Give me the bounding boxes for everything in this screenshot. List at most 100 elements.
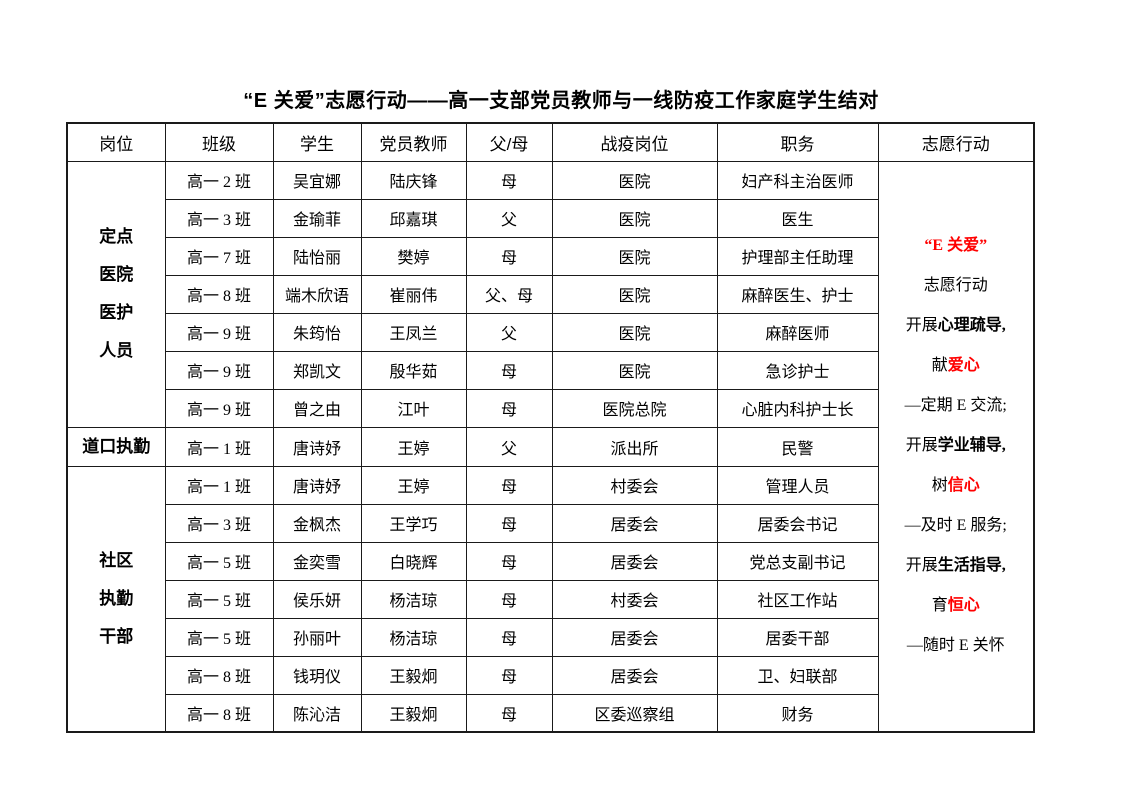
- cell-class: 高一 5 班: [164, 541, 274, 581]
- cell-parent: 母: [465, 541, 553, 581]
- volunteer-text: 育: [931, 597, 948, 615]
- cell-duty: 民警: [716, 426, 879, 467]
- cell-teacher: 白晓辉: [360, 541, 467, 581]
- col-header-position: 岗位: [66, 122, 166, 162]
- cell-duty: 党总支副书记: [716, 541, 879, 581]
- cell-post: 医院: [551, 350, 718, 390]
- cell-class: 高一 3 班: [164, 198, 274, 238]
- col-header-class: 班级: [164, 122, 274, 162]
- cell-parent: 母: [465, 655, 553, 695]
- col-header-parent: 父/母: [465, 122, 553, 162]
- group-label: 社区 执勤 干部: [99, 550, 134, 646]
- volunteer-line: 献爱心: [879, 346, 1033, 386]
- cell-duty: 妇产科主治医师: [716, 160, 879, 200]
- cell-duty: 麻醉医生、护士: [716, 274, 879, 314]
- cell-parent: 父: [465, 312, 553, 352]
- cell-student: 金枫杰: [272, 503, 362, 543]
- volunteer-line: 志愿行动: [879, 266, 1033, 306]
- cell-class: 高一 1 班: [164, 426, 274, 467]
- cell-duty: 心脏内科护士长: [716, 388, 879, 428]
- cell-teacher: 殷华茹: [360, 350, 467, 390]
- cell-teacher: 王毅炯: [360, 693, 467, 733]
- cell-teacher: 王毅炯: [360, 655, 467, 695]
- volunteer-text-bold: 学业辅导,: [937, 437, 1006, 455]
- volunteer-text: —及时 E 服务;: [904, 517, 1007, 535]
- cell-class: 高一 1 班: [164, 465, 274, 505]
- pairing-table: 岗位 班级 学生 党员教师 父/母 战疫岗位 职务 志愿行动 定点 医院 医护 …: [66, 122, 1035, 733]
- table-row: 高一 8 班 陈沁洁 王毅炯 母 区委巡察组 财务: [67, 693, 1034, 733]
- cell-student: 曾之由: [272, 388, 362, 428]
- table-header-row: 岗位 班级 学生 党员教师 父/母 战疫岗位 职务 志愿行动: [66, 122, 1035, 162]
- table-row: 高一 5 班 孙丽叶 杨洁琼 母 居委会 居委干部: [67, 617, 1034, 657]
- group-label: 定点 医院 医护 人员: [99, 227, 134, 360]
- cell-class: 高一 8 班: [164, 274, 274, 314]
- volunteer-text-red: 爱心: [947, 357, 980, 375]
- volunteer-text: 树: [931, 477, 948, 495]
- cell-class: 高一 5 班: [164, 617, 274, 657]
- table-row: 定点 医院 医护 人员 高一 2 班 吴宜娜 陆庆锋 母 医院 妇产科主治医师 …: [66, 160, 1035, 733]
- volunteer-line: —随时 E 关怀: [879, 626, 1033, 666]
- cell-duty: 社区工作站: [716, 579, 879, 619]
- volunteer-text: 开展: [905, 557, 938, 575]
- group-cell-community-duty: 社区 执勤 干部: [66, 465, 166, 733]
- cell-teacher: 王婷: [360, 426, 467, 467]
- volunteer-text: 开展: [905, 437, 938, 455]
- cell-student: 钱玥仪: [272, 655, 362, 695]
- cell-student: 朱筠怡: [272, 312, 362, 352]
- volunteer-line: 开展生活指导,: [879, 546, 1033, 586]
- group-label: 道口执勤: [82, 436, 151, 456]
- cell-post: 居委会: [551, 541, 718, 581]
- cell-post: 居委会: [551, 655, 718, 695]
- volunteer-line: “E 关爱”: [879, 226, 1033, 266]
- cell-post: 医院: [551, 160, 718, 200]
- cell-post: 医院总院: [551, 388, 718, 428]
- group-cell-checkpoint-duty: 道口执勤: [66, 426, 166, 467]
- table-row: 高一 5 班 金奕雪 白晓辉 母 居委会 党总支副书记: [67, 541, 1034, 581]
- cell-parent: 母: [465, 350, 553, 390]
- cell-duty: 麻醉医师: [716, 312, 879, 352]
- cell-post: 医院: [551, 236, 718, 276]
- cell-class: 高一 9 班: [164, 350, 274, 390]
- table-row: 高一 3 班 金瑜菲 邱嘉琪 父 医院 医生: [67, 198, 1034, 238]
- cell-post: 村委会: [551, 465, 718, 505]
- volunteer-text-red: 恒心: [947, 597, 980, 615]
- volunteer-line: —定期 E 交流;: [879, 386, 1033, 426]
- table-row: 高一 3 班 金枫杰 王学巧 母 居委会 居委会书记: [67, 503, 1034, 543]
- cell-student: 吴宜娜: [272, 160, 362, 200]
- volunteer-line: 树信心: [879, 466, 1033, 506]
- volunteer-line: —及时 E 服务;: [879, 506, 1033, 546]
- cell-parent: 父、母: [465, 274, 553, 314]
- cell-student: 唐诗妤: [272, 465, 362, 505]
- col-header-teacher: 党员教师: [360, 122, 467, 162]
- cell-post: 村委会: [551, 579, 718, 619]
- cell-post: 医院: [551, 274, 718, 314]
- cell-teacher: 江叶: [360, 388, 467, 428]
- table-row: 高一 9 班 朱筠怡 王凤兰 父 医院 麻醉医师: [67, 312, 1034, 352]
- cell-duty: 管理人员: [716, 465, 879, 505]
- cell-student: 金瑜菲: [272, 198, 362, 238]
- cell-post: 医院: [551, 312, 718, 352]
- cell-student: 陆怡丽: [272, 236, 362, 276]
- cell-post: 区委巡察组: [551, 693, 718, 733]
- cell-parent: 母: [465, 160, 553, 200]
- table-row: 高一 9 班 郑凯文 殷华茹 母 医院 急诊护士: [67, 350, 1034, 390]
- col-header-student: 学生: [272, 122, 362, 162]
- cell-duty: 居委会书记: [716, 503, 879, 543]
- cell-student: 端木欣语: [272, 274, 362, 314]
- volunteer-text-red: 信心: [947, 477, 980, 495]
- cell-class: 高一 5 班: [164, 579, 274, 619]
- cell-post: 居委会: [551, 617, 718, 657]
- volunteer-line: 开展心理疏导,: [879, 306, 1033, 346]
- volunteer-text: —随时 E 关怀: [906, 637, 1005, 655]
- col-header-volunteer-action: 志愿行动: [877, 122, 1035, 162]
- cell-teacher: 王凤兰: [360, 312, 467, 352]
- table-row: 道口执勤 高一 1 班 唐诗妤 王婷 父 派出所 民警: [66, 426, 1034, 467]
- cell-class: 高一 9 班: [164, 388, 274, 428]
- page-title: “E 关爱”志愿行动——高一支部党员教师与一线防疫工作家庭学生结对: [243, 90, 879, 112]
- cell-post: 派出所: [551, 426, 718, 467]
- volunteer-text-bold: 心理疏导,: [937, 317, 1006, 335]
- cell-student: 郑凯文: [272, 350, 362, 390]
- cell-class: 高一 8 班: [164, 655, 274, 695]
- cell-student: 唐诗妤: [272, 426, 362, 467]
- cell-parent: 母: [465, 617, 553, 657]
